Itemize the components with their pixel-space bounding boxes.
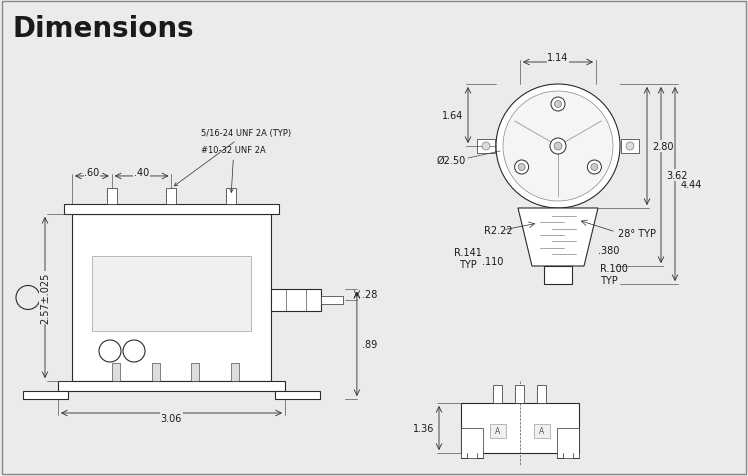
Text: Dimensions: Dimensions [12,15,194,43]
Bar [621,140,639,154]
Text: B: B [130,346,138,356]
Text: .110: .110 [482,257,503,267]
Circle shape [554,143,562,151]
Bar [111,363,120,381]
Text: C: C [106,346,114,356]
Text: .89: .89 [362,339,377,349]
Bar [461,403,579,453]
Text: Ø2.50: Ø2.50 [437,156,466,166]
Bar [534,424,550,438]
Text: #10-32 UNF 2A: #10-32 UNF 2A [201,146,266,193]
Text: .60: .60 [85,168,99,178]
Circle shape [515,161,529,175]
Bar [321,296,343,304]
Bar [226,188,236,205]
Circle shape [626,143,634,151]
Bar [64,205,279,215]
Bar [544,267,572,284]
Text: 2.57±.025: 2.57±.025 [40,272,50,324]
Bar [275,391,320,399]
Text: .40: .40 [134,168,150,178]
Circle shape [518,164,525,171]
Text: A: A [539,426,545,436]
Text: 28° TYP: 28° TYP [618,228,656,238]
Circle shape [123,340,145,362]
Text: A: A [495,426,500,436]
Bar [271,289,321,311]
Bar [461,428,483,458]
Bar [191,363,199,381]
Polygon shape [518,208,598,267]
Bar [23,391,68,399]
Bar [167,188,177,205]
Bar [477,140,495,154]
Bar [58,381,285,391]
Text: 1.14: 1.14 [548,53,568,63]
Bar [557,428,579,458]
Circle shape [99,340,121,362]
Bar [515,385,524,403]
Circle shape [503,92,613,201]
Text: R.141
TYP: R.141 TYP [454,247,482,269]
Bar [490,424,506,438]
Bar [107,188,117,205]
Circle shape [591,164,598,171]
Text: D: D [24,293,32,303]
Text: R2.22: R2.22 [484,226,512,236]
Bar [92,256,251,331]
Text: 2.80: 2.80 [652,142,673,152]
Circle shape [554,101,562,108]
Text: .380: .380 [598,246,619,256]
Bar [538,385,547,403]
Text: 4.44: 4.44 [681,179,702,189]
Text: .28: .28 [362,290,377,300]
Circle shape [550,139,566,155]
Text: 1.64: 1.64 [441,111,463,121]
Circle shape [551,98,565,112]
Text: 1.36: 1.36 [413,423,434,433]
Circle shape [496,85,620,208]
Text: R.100
TYP: R.100 TYP [600,263,628,286]
Text: 3.62: 3.62 [666,170,687,180]
Text: 3.06: 3.06 [161,413,182,423]
Circle shape [587,161,601,175]
Circle shape [482,143,490,151]
Bar [72,215,271,381]
Bar [231,363,239,381]
Text: 5/16-24 UNF 2A (TYP): 5/16-24 UNF 2A (TYP) [174,129,292,187]
Bar [152,363,159,381]
Bar [494,385,503,403]
Circle shape [16,286,40,310]
